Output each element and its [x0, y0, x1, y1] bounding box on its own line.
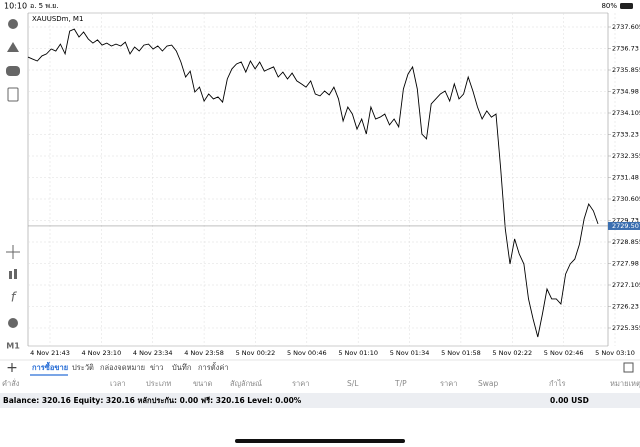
- x-tick-label: 4 Nov 23:34: [133, 349, 173, 357]
- y-tick-label: 2735.855: [612, 66, 640, 74]
- column-header: T/P: [394, 379, 407, 388]
- x-tick-label: 4 Nov 23:10: [82, 349, 122, 357]
- y-tick-label: 2725.355: [612, 324, 640, 332]
- y-tick-label: 2734.105: [612, 109, 640, 117]
- column-header: S/L: [347, 379, 359, 388]
- crosshair-icon[interactable]: [6, 245, 20, 259]
- y-tick-label: 2736.73: [612, 45, 639, 53]
- toolbar: f: [6, 19, 20, 328]
- column-header: เวลา: [110, 379, 126, 388]
- summary-text: Balance: 320.16 Equity: 320.16 หลักประกั…: [3, 396, 302, 405]
- column-header: ราคา: [292, 379, 309, 388]
- new-order-icon[interactable]: [7, 87, 19, 102]
- status-time: 10:10: [4, 2, 27, 11]
- chat-icon[interactable]: [6, 66, 20, 76]
- chart-type-icon[interactable]: [9, 271, 12, 279]
- x-tick-label: 5 Nov 02:22: [492, 349, 532, 357]
- y-tick-label: 2737.605: [612, 23, 640, 31]
- column-header: ขนาด: [193, 379, 212, 388]
- tab[interactable]: การซื้อขาย: [32, 361, 68, 372]
- x-tick-label: 5 Nov 01:34: [390, 349, 430, 357]
- column-header: สัญลักษณ์: [230, 379, 262, 388]
- y-tick-label: 2730.605: [612, 195, 640, 203]
- y-tick-label: 2732.355: [612, 152, 640, 160]
- tab[interactable]: ข่าว: [150, 363, 164, 372]
- battery-icon: [620, 3, 633, 9]
- y-tick-label: 2727.105: [612, 281, 640, 289]
- column-header: ราคา: [440, 379, 457, 388]
- x-tick-label: 5 Nov 01:10: [338, 349, 378, 357]
- objects-icon[interactable]: [8, 318, 18, 328]
- y-tick-label: 2728.855: [612, 238, 640, 246]
- x-tick-label: 5 Nov 01:58: [441, 349, 481, 357]
- profit-total: 0.00 USD: [550, 396, 589, 405]
- current-price-tag: [608, 221, 640, 230]
- x-tick-label: 5 Nov 00:22: [236, 349, 276, 357]
- status-date: อ. 5 พ.ย.: [30, 2, 59, 10]
- column-header: Swap: [478, 379, 498, 388]
- x-tick-label: 5 Nov 00:46: [287, 349, 327, 357]
- column-header: หมายเหตุ: [610, 379, 640, 388]
- tab[interactable]: กล่องจดหมาย: [100, 363, 145, 372]
- battery: 80%: [601, 2, 617, 10]
- tab[interactable]: บันทึก: [172, 363, 191, 372]
- tab[interactable]: ประวัติ: [72, 363, 94, 372]
- y-tick-label: 2733.23: [612, 130, 639, 138]
- summary-bar: [0, 393, 640, 408]
- y-tick-label: 2731.48: [612, 173, 639, 181]
- home-indicator: [235, 439, 405, 443]
- x-tick-label: 4 Nov 21:43: [30, 349, 70, 357]
- column-header: กำไร: [549, 379, 566, 388]
- y-tick-label: 2734.98: [612, 88, 639, 96]
- price-line: [27, 28, 599, 338]
- column-header: คำสั่ง: [2, 378, 20, 388]
- x-tick-label: 5 Nov 02:46: [544, 349, 584, 357]
- y-tick-label: 2726.23: [612, 302, 639, 310]
- x-tick-label: 4 Nov 23:58: [184, 349, 224, 357]
- add-button[interactable]: +: [6, 360, 18, 376]
- tab[interactable]: การตั้งค่า: [198, 362, 229, 372]
- symbol-label: XAUUSDm, M1: [32, 15, 83, 23]
- y-tick-label: 2727.98: [612, 259, 639, 267]
- layout-button[interactable]: [623, 362, 634, 373]
- y-tick-label: 2729.73: [612, 216, 639, 224]
- timeframe[interactable]: M1: [6, 342, 20, 351]
- current-price-label: 2729.507: [612, 222, 640, 230]
- account-icon[interactable]: [8, 19, 18, 29]
- trade-icon[interactable]: [7, 42, 19, 52]
- x-tick-label: 5 Nov 03:10: [595, 349, 635, 357]
- indicator-icon[interactable]: f: [11, 291, 18, 306]
- column-header: ประเภท: [146, 379, 171, 388]
- chart-type-icon[interactable]: [14, 269, 17, 279]
